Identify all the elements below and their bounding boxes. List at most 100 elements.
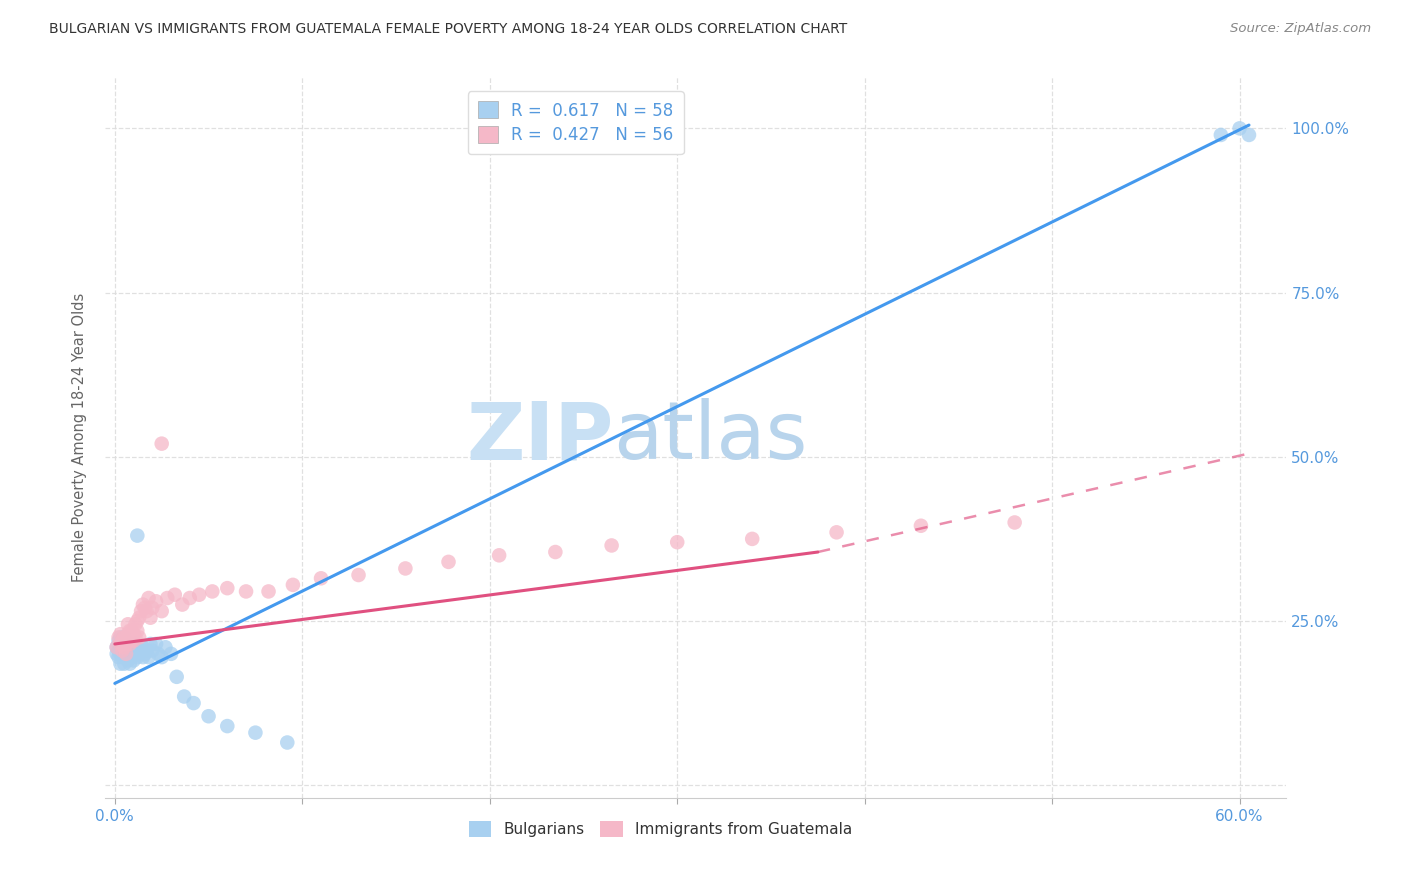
Point <box>105 647 128 661</box>
Point <box>141 600 163 615</box>
Point <box>117 617 139 632</box>
Point <box>122 643 145 657</box>
Point <box>121 624 143 638</box>
Point <box>115 650 138 665</box>
Point <box>112 640 135 655</box>
Point <box>111 650 134 665</box>
Point <box>666 535 689 549</box>
Point <box>201 584 224 599</box>
Point <box>235 584 257 599</box>
Point <box>105 640 128 655</box>
Point <box>138 650 160 665</box>
Point <box>741 532 763 546</box>
Point <box>127 650 149 665</box>
Point <box>347 568 370 582</box>
Point <box>139 611 162 625</box>
Point <box>107 650 129 665</box>
Point <box>122 627 145 641</box>
Point <box>825 525 848 540</box>
Point <box>110 637 132 651</box>
Point <box>150 436 173 450</box>
Point <box>544 545 567 559</box>
Point <box>118 647 141 661</box>
Point <box>600 539 623 553</box>
Point <box>138 591 160 605</box>
Point <box>121 633 143 648</box>
Point <box>118 637 141 651</box>
Point <box>1004 516 1026 530</box>
Point <box>437 555 460 569</box>
Point <box>122 633 145 648</box>
Point <box>217 581 239 595</box>
Point <box>107 631 129 645</box>
Point <box>117 653 139 667</box>
Text: ZIP: ZIP <box>465 398 613 476</box>
Point <box>118 657 141 671</box>
Point <box>1237 128 1260 142</box>
Point <box>115 647 138 661</box>
Point <box>110 657 132 671</box>
Point <box>394 561 416 575</box>
Point <box>117 637 139 651</box>
Point <box>117 627 139 641</box>
Point <box>124 637 146 651</box>
Point <box>155 640 177 655</box>
Point <box>107 643 129 657</box>
Point <box>488 549 510 563</box>
Point <box>129 643 152 657</box>
Point <box>145 637 167 651</box>
Point <box>112 631 135 645</box>
Point <box>173 690 195 704</box>
Point <box>115 637 138 651</box>
Point <box>112 631 135 645</box>
Point <box>127 640 149 655</box>
Point <box>118 624 141 638</box>
Point <box>217 719 239 733</box>
Point <box>105 640 128 655</box>
Text: Source: ZipAtlas.com: Source: ZipAtlas.com <box>1230 22 1371 36</box>
Point <box>1209 128 1232 142</box>
Point <box>139 637 162 651</box>
Point <box>132 598 155 612</box>
Point <box>134 600 156 615</box>
Point <box>110 627 132 641</box>
Point <box>188 588 211 602</box>
Point <box>245 725 267 739</box>
Point <box>111 643 134 657</box>
Point <box>132 640 155 655</box>
Point <box>112 647 135 661</box>
Point <box>111 640 134 655</box>
Point <box>135 604 157 618</box>
Legend: Bulgarians, Immigrants from Guatemala: Bulgarians, Immigrants from Guatemala <box>461 813 860 845</box>
Point <box>112 657 135 671</box>
Point <box>1229 121 1251 136</box>
Point <box>112 640 135 655</box>
Point <box>110 637 132 651</box>
Point <box>118 637 141 651</box>
Point <box>110 631 132 645</box>
Y-axis label: Female Poverty Among 18-24 Year Olds: Female Poverty Among 18-24 Year Olds <box>72 293 87 582</box>
Text: atlas: atlas <box>613 398 807 476</box>
Point <box>124 647 146 661</box>
Point <box>172 598 194 612</box>
Point <box>145 594 167 608</box>
Point <box>156 591 179 605</box>
Point <box>111 633 134 648</box>
Point <box>160 647 183 661</box>
Point <box>132 650 155 665</box>
Point <box>179 591 201 605</box>
Point <box>183 696 205 710</box>
Point <box>309 571 332 585</box>
Point <box>910 518 932 533</box>
Point <box>128 631 150 645</box>
Point <box>127 614 149 628</box>
Point <box>127 528 149 542</box>
Point <box>129 604 152 618</box>
Point <box>121 650 143 665</box>
Point <box>281 578 304 592</box>
Point <box>163 588 186 602</box>
Point <box>135 643 157 657</box>
Point <box>257 584 280 599</box>
Point <box>150 650 173 665</box>
Point <box>197 709 219 723</box>
